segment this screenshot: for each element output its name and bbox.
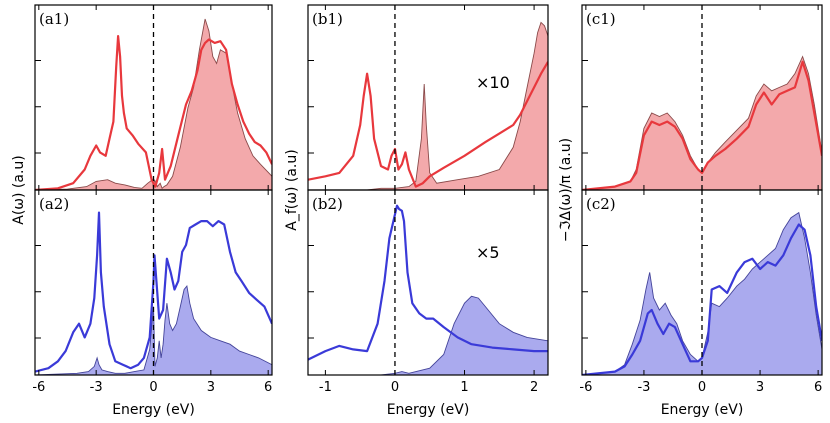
line-series — [35, 211, 272, 373]
panel-label: (a1) — [39, 10, 69, 28]
panel-a1: (a1) — [34, 4, 273, 191]
x-tick-label: 1 — [460, 380, 468, 395]
scale-factor-label: ×5 — [476, 243, 500, 262]
y-axis-label: A(ω) (a.u) — [11, 155, 27, 225]
line-series — [308, 61, 548, 188]
chart-b: (b1) ×10 (b2) ×5 -1 0 1 2 Energy (eV) A_f(ω) (a.u… — [284, 4, 549, 418]
x-axis-label: Energy (eV) — [661, 402, 744, 418]
y-axis-label: A_f(ω) (a.u) — [284, 149, 300, 230]
panel-c2: (c2) — [581, 189, 823, 376]
x-tick-label: -6 — [32, 380, 45, 395]
line-series — [308, 204, 548, 361]
line-series — [582, 60, 822, 190]
panel-label: (b1) — [312, 10, 343, 28]
panel-label: (b2) — [312, 195, 343, 213]
panel-b2: (b2) ×5 — [307, 189, 549, 376]
panel-a2: (a2) — [34, 189, 273, 376]
y-axis-label: −ℑΔ(ω)/π (a.u) — [558, 138, 574, 242]
x-axis-label: Energy (eV) — [387, 402, 470, 418]
x-tick-label: -3 — [90, 380, 103, 395]
chart-c: (c1) (c2) -6 -3 0 3 6 Energy (eV) −ℑΔ(ω)/π (a.u) — [558, 4, 823, 418]
panel-label: (c1) — [586, 10, 616, 28]
panel-b1: (b1) ×10 — [307, 4, 549, 191]
chart-a: (a1) (a2) -6 -3 0 3 6 Energy (eV) A(ω) (a.u) — [11, 4, 273, 418]
fill-area-series — [308, 21, 548, 190]
x-tick-label: 3 — [207, 380, 215, 395]
x-tick-label: 6 — [814, 380, 822, 395]
x-tick-label: 0 — [698, 380, 706, 395]
fill-area-series — [308, 295, 548, 375]
axes-frame — [307, 189, 549, 376]
x-tick-label: 6 — [264, 380, 272, 395]
x-tick-label: 3 — [756, 380, 764, 395]
panel-label: (c2) — [586, 195, 616, 213]
line-series — [35, 35, 272, 190]
x-tick-label: -3 — [637, 380, 650, 395]
fill-area-series — [582, 55, 822, 190]
x-tick-label: 2 — [530, 380, 538, 395]
line-series — [582, 223, 822, 375]
x-tick-label: -6 — [579, 380, 592, 395]
scale-factor-label: ×10 — [476, 73, 510, 92]
fill-area-series — [35, 18, 272, 190]
x-tick-label: -1 — [319, 380, 332, 395]
panel-c1: (c1) — [581, 4, 823, 191]
x-tick-label: 0 — [149, 380, 157, 395]
x-axis-label: Energy (eV) — [112, 402, 195, 418]
fill-area-series — [35, 285, 272, 375]
x-tick-label: 0 — [391, 380, 399, 395]
panel-label: (a2) — [39, 195, 69, 213]
